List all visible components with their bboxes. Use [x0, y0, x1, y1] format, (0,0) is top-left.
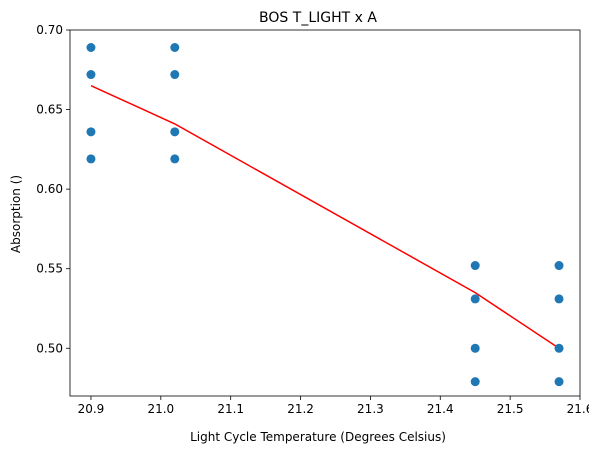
y-tick-label: 0.55 — [36, 262, 63, 276]
x-tick-label: 21.1 — [217, 402, 244, 416]
scatter-point — [470, 294, 480, 304]
x-tick-label: 21.4 — [427, 402, 454, 416]
x-tick-label: 21.0 — [147, 402, 174, 416]
x-tick-label: 20.9 — [78, 402, 105, 416]
x-tick-label: 21.6 — [567, 402, 589, 416]
axes-frame — [69, 29, 581, 397]
scatter-point — [554, 343, 564, 353]
scatter-point — [554, 294, 564, 304]
scatter-point — [470, 377, 480, 387]
scatter-point — [86, 127, 96, 137]
y-tick-label: 0.70 — [36, 23, 63, 37]
scatter-point — [554, 377, 564, 387]
x-tick-label: 21.3 — [357, 402, 384, 416]
y-tick-label: 0.60 — [36, 182, 63, 196]
scatter-point — [86, 154, 96, 164]
scatter-point — [86, 70, 96, 80]
scatter-point — [554, 261, 564, 271]
x-tick-label: 21.2 — [287, 402, 314, 416]
plot-area: 20.9 21.0 21.1 21.2 21.3 21.4 21.5 21.6 0.50 0.55… — [36, 23, 589, 416]
scatter-point — [170, 127, 180, 137]
scatter-point — [470, 261, 480, 271]
x-axis-label: Light Cycle Temperature (Degrees Celsius… — [190, 430, 446, 444]
scatter-point — [170, 70, 180, 80]
scatter-point — [470, 343, 480, 353]
y-tick-label: 0.50 — [36, 341, 63, 355]
scatter-point — [170, 43, 180, 53]
x-tick-label: 21.5 — [497, 402, 524, 416]
y-axis-label: Absorption () — [9, 175, 23, 253]
fit-line — [90, 85, 560, 349]
y-tick-label: 0.65 — [36, 103, 63, 117]
chart-title: BOS T_LIGHT x A — [259, 10, 377, 26]
scatter-point — [170, 154, 180, 164]
scatter-point — [86, 43, 96, 53]
